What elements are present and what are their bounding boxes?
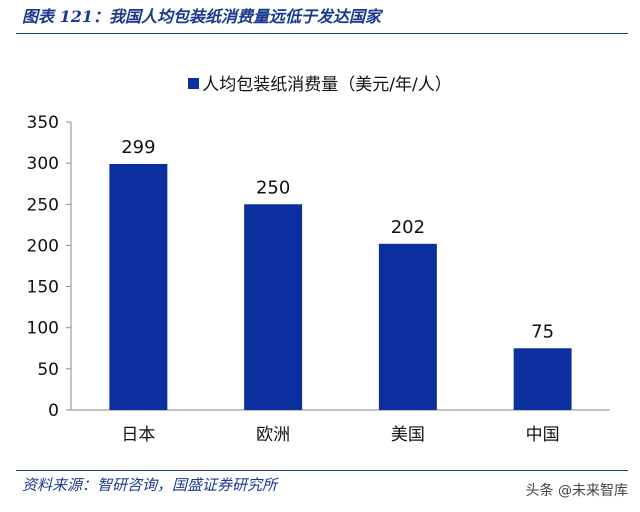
bar-0 [109,163,168,410]
data-label-2: 202 [391,217,425,238]
y-tick-label: 0 [48,401,59,421]
x-tick-label-1: 欧洲 [256,425,290,445]
top-rule [16,33,628,34]
source-note: 资料来源：智研咨询，国盛证券研究所 [22,476,278,494]
chart-legend: 人均包装纸消费量（美元/年/人） [0,70,640,95]
y-tick-label: 300 [27,154,59,174]
y-tick-label: 200 [27,236,59,256]
bar-3 [513,348,572,410]
y-tick-label: 150 [27,278,59,298]
y-tick-label: 100 [27,319,59,339]
bar-2 [378,243,437,410]
y-tick-label: 250 [27,195,59,215]
y-tick-label: 50 [37,360,59,380]
legend-swatch [188,78,200,89]
bar-chart: 0 50 100 150 200 250 300 350 299 日本 250 欧洲 202 美国 75 中国 [27,113,610,445]
figure-title: 图表 121：我国人均包装纸消费量远低于发达国家 [22,7,381,26]
bottom-rule [16,470,628,471]
data-label-0: 299 [121,137,155,158]
watermark-text: 头条 @未来智库 [525,483,628,499]
y-tick-label: 350 [27,113,59,133]
bar-1 [244,204,303,410]
x-tick-label-2: 美国 [391,425,425,445]
x-tick-label-3: 中国 [526,425,560,445]
legend-label: 人均包装纸消费量（美元/年/人） [202,75,452,95]
data-label-3: 75 [531,321,554,342]
x-tick-label-0: 日本 [121,425,155,445]
data-label-1: 250 [256,177,290,198]
